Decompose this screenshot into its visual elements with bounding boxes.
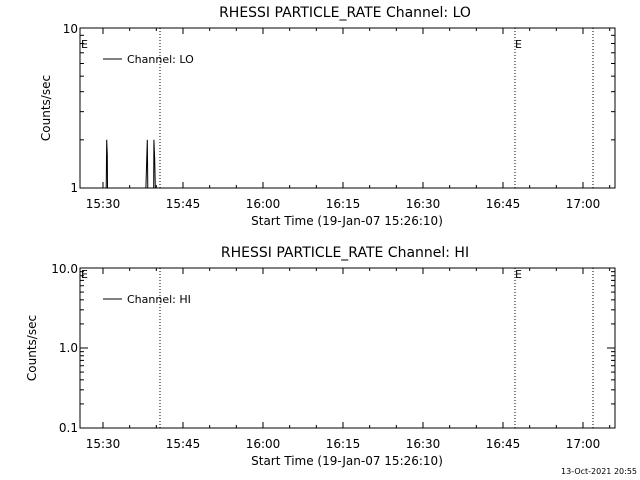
panel-hi-xtick-label: 16:45: [486, 437, 521, 451]
panel-hi-xtick-label: 15:45: [166, 437, 201, 451]
panel-hi-xtick-label: 15:30: [86, 437, 121, 451]
panel-lo-xtick-label: 15:30: [86, 197, 121, 211]
panel-lo-xtick-label: 16:30: [406, 197, 441, 211]
panel-hi-marker-e-label: E: [515, 268, 522, 281]
panel-hi: RHESSI PARTICLE_RATE Channel: HI Counts/…: [25, 245, 616, 468]
panel-hi-ytick-0-1: 0.1: [59, 421, 78, 435]
panel-hi-ytick-10: 10.0: [51, 262, 78, 276]
panel-hi-axis-ticks: [80, 267, 615, 429]
panel-lo-xtick-label: 16:45: [486, 197, 521, 211]
panel-lo-ytick-1: 1: [70, 181, 78, 195]
panel-lo-legend-label: Channel: LO: [127, 53, 194, 66]
panel-lo-plot-frame: [79, 27, 616, 189]
panel-lo-xtick-label: 15:45: [166, 197, 201, 211]
panel-lo-xlabel: Start Time (19-Jan-07 15:26:10): [251, 214, 443, 228]
panel-lo-series: [105, 139, 156, 189]
panel-lo: RHESSI PARTICLE_RATE Channel: LO Counts/…: [39, 5, 616, 228]
panel-hi-marker-e-label: E: [81, 268, 88, 281]
panel-lo-axis-ticks: [80, 27, 615, 189]
panel-hi-xtick-label: 16:15: [326, 437, 361, 451]
footer-timestamp: 13-Oct-2021 20:55: [561, 467, 637, 476]
panel-hi-xlabel: Start Time (19-Jan-07 15:26:10): [251, 454, 443, 468]
panel-hi-legend-label: Channel: HI: [127, 293, 191, 306]
panel-lo-marker-e-label: E: [81, 38, 88, 51]
panel-lo-title: RHESSI PARTICLE_RATE Channel: LO: [219, 5, 471, 21]
panel-lo-xtick-label: 16:00: [246, 197, 281, 211]
panel-hi-title: RHESSI PARTICLE_RATE Channel: HI: [221, 245, 469, 261]
panel-lo-ylabel: Counts/sec: [39, 75, 53, 141]
panel-hi-xtick-label: 16:30: [406, 437, 441, 451]
panel-lo-xtick-label: 16:15: [326, 197, 361, 211]
panel-hi-ylabel: Counts/sec: [25, 315, 39, 381]
panel-hi-xtick-label: 16:00: [246, 437, 281, 451]
panel-lo-ytick-10: 10: [63, 22, 78, 36]
panel-lo-series-line: [105, 139, 156, 189]
panel-lo-marker-e-label: E: [515, 38, 522, 51]
panel-hi-ytick-1: 1.0: [59, 341, 78, 355]
panel-hi-xtick-label: 17:00: [566, 437, 601, 451]
panel-lo-xtick-label: 17:00: [566, 197, 601, 211]
